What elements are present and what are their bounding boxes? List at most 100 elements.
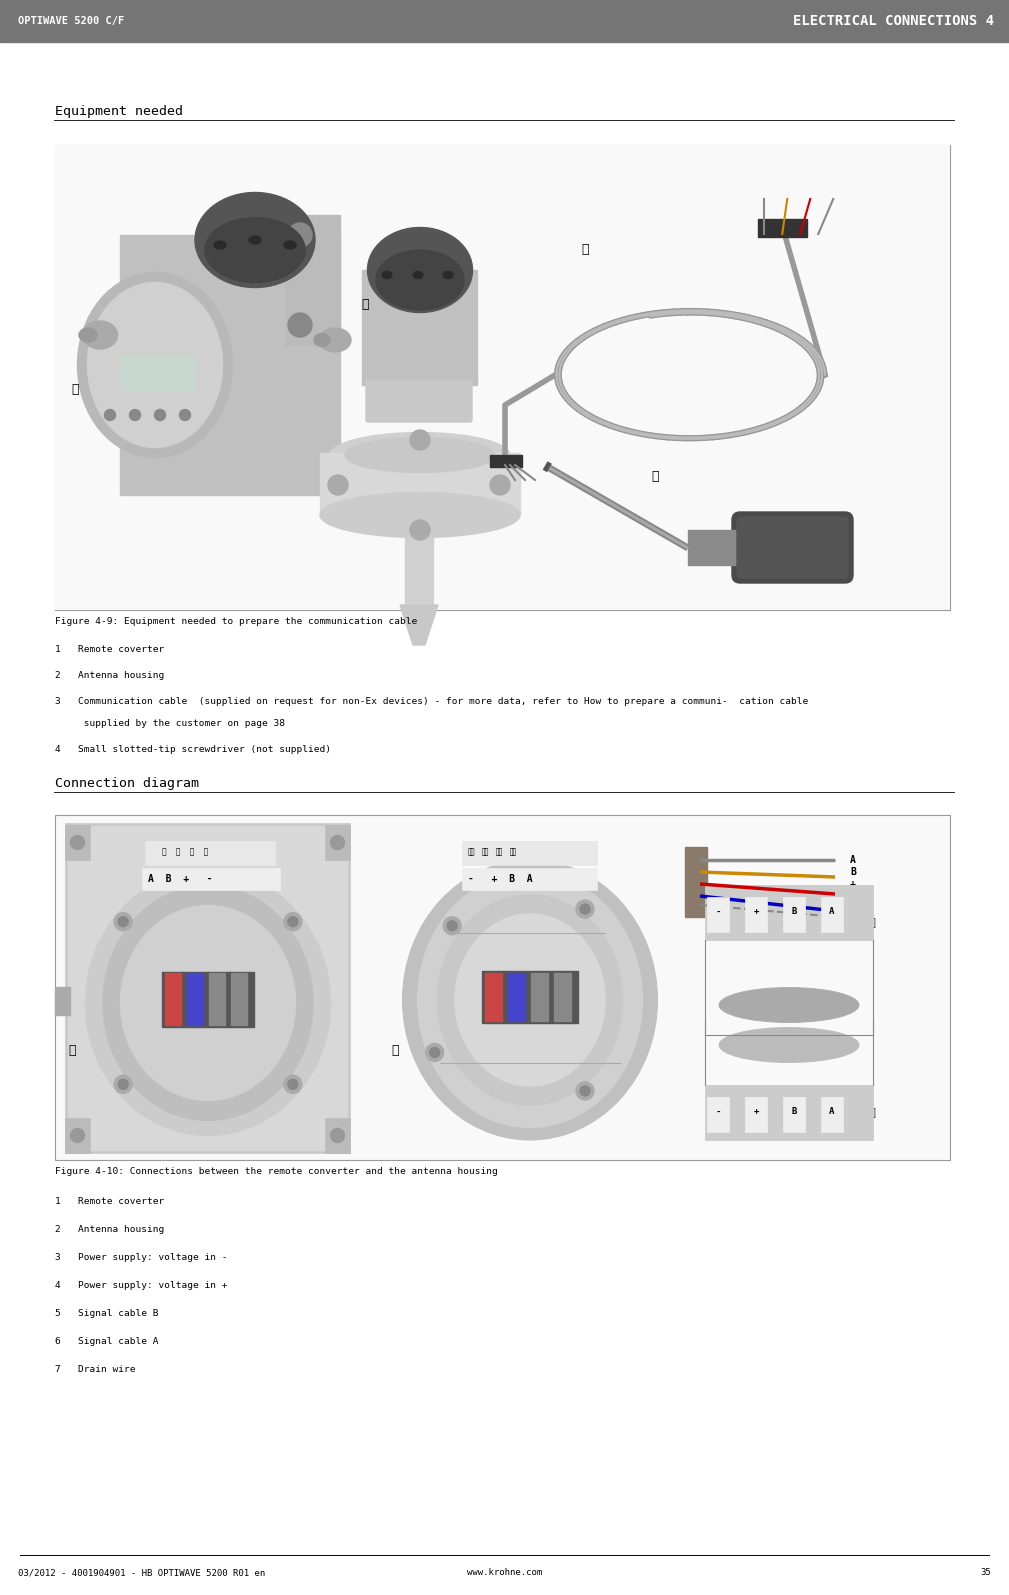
Bar — [688, 530, 743, 565]
Ellipse shape — [443, 271, 453, 279]
Text: 2   Antenna housing: 2 Antenna housing — [55, 671, 164, 679]
Text: ①: ① — [69, 1043, 76, 1056]
Text: B: B — [791, 1107, 797, 1116]
Bar — [758, 219, 807, 238]
Bar — [320, 453, 520, 515]
Bar — [745, 1097, 767, 1132]
Bar — [821, 896, 843, 931]
Text: ②: ② — [391, 1043, 399, 1056]
Bar — [120, 234, 340, 494]
Ellipse shape — [79, 329, 97, 341]
Circle shape — [118, 917, 128, 927]
Bar — [462, 841, 597, 864]
Text: 3   Communication cable  (supplied on request for non-Ex devices) - for more dat: 3 Communication cable (supplied on reque… — [55, 697, 808, 707]
Bar — [231, 973, 247, 1026]
Bar — [55, 145, 950, 609]
Ellipse shape — [103, 885, 313, 1121]
Text: ⑥  ⑤  ④  ③: ⑥ ⑤ ④ ③ — [162, 847, 208, 857]
Text: A: A — [829, 908, 834, 917]
Bar — [783, 1097, 805, 1132]
Ellipse shape — [403, 860, 658, 1140]
Circle shape — [154, 410, 165, 421]
Circle shape — [331, 836, 344, 850]
Text: ①: ① — [72, 383, 79, 397]
Ellipse shape — [195, 193, 315, 287]
Ellipse shape — [330, 432, 510, 477]
Circle shape — [118, 1080, 128, 1089]
Text: 4   Small slotted-tip screwdriver (not supplied): 4 Small slotted-tip screwdriver (not sup… — [55, 745, 331, 754]
Polygon shape — [400, 605, 438, 644]
Circle shape — [490, 475, 510, 494]
Text: B: B — [791, 908, 797, 917]
Bar — [554, 973, 571, 1021]
Circle shape — [114, 912, 132, 931]
Text: A: A — [829, 1107, 834, 1116]
Ellipse shape — [86, 871, 331, 1136]
Text: 35: 35 — [981, 1568, 991, 1577]
Text: 03/2012 - 4001904901 - HB OPTIWAVE 5200 R01 en: 03/2012 - 4001904901 - HB OPTIWAVE 5200 … — [18, 1568, 265, 1577]
Bar — [142, 868, 281, 890]
Ellipse shape — [438, 895, 623, 1105]
Ellipse shape — [284, 241, 296, 249]
Text: ELECTRICAL CONNECTIONS 4: ELECTRICAL CONNECTIONS 4 — [793, 14, 994, 29]
Text: www.krohne.com: www.krohne.com — [467, 1568, 542, 1577]
Circle shape — [71, 1129, 85, 1142]
Ellipse shape — [249, 236, 261, 244]
Bar — [362, 270, 477, 384]
Ellipse shape — [413, 271, 423, 279]
Bar — [325, 1118, 350, 1153]
Circle shape — [430, 1048, 440, 1057]
Circle shape — [410, 431, 430, 450]
Text: +: + — [754, 1107, 759, 1116]
Circle shape — [447, 920, 457, 931]
Text: Figure 4-10: Connections between the remote converter and the antenna housing: Figure 4-10: Connections between the rem… — [55, 1168, 497, 1176]
Ellipse shape — [455, 914, 605, 1086]
Text: 3   Power supply: voltage in -: 3 Power supply: voltage in - — [55, 1254, 227, 1262]
Bar — [120, 356, 195, 391]
Circle shape — [71, 836, 85, 850]
Text: supplied by the customer on page 38: supplied by the customer on page 38 — [55, 719, 285, 727]
Bar — [65, 825, 90, 860]
Bar — [783, 896, 805, 931]
Bar — [707, 1097, 728, 1132]
Text: 2   Antenna housing: 2 Antenna housing — [55, 1225, 164, 1235]
Bar — [821, 1097, 843, 1132]
Bar — [685, 847, 707, 917]
Bar — [705, 1085, 873, 1140]
Text: -: - — [715, 1107, 720, 1116]
Bar — [209, 973, 225, 1026]
Bar — [285, 215, 340, 345]
Bar — [55, 987, 70, 1014]
Text: 4   Power supply: voltage in +: 4 Power supply: voltage in + — [55, 1281, 227, 1290]
Ellipse shape — [719, 1027, 859, 1062]
Circle shape — [331, 1129, 344, 1142]
Text: ⑦: ⑦ — [868, 919, 875, 928]
Text: -: - — [850, 892, 856, 901]
Text: 1   Remote coverter: 1 Remote coverter — [55, 644, 164, 654]
Ellipse shape — [120, 906, 296, 1101]
FancyBboxPatch shape — [366, 380, 472, 423]
Ellipse shape — [345, 437, 495, 472]
Circle shape — [105, 410, 115, 421]
Circle shape — [288, 1080, 298, 1089]
Text: 6   Signal cable A: 6 Signal cable A — [55, 1337, 158, 1346]
Text: -: - — [715, 908, 720, 917]
Text: OPTIWAVE 5200 C/F: OPTIWAVE 5200 C/F — [18, 16, 124, 26]
Ellipse shape — [83, 321, 117, 349]
Text: Figure 4-9: Equipment needed to prepare the communication cable: Figure 4-9: Equipment needed to prepare … — [55, 617, 418, 625]
Text: B: B — [850, 868, 856, 877]
Bar — [508, 973, 525, 1021]
Ellipse shape — [320, 493, 520, 538]
Text: 5   Signal cable B: 5 Signal cable B — [55, 1309, 158, 1317]
Circle shape — [114, 1075, 132, 1093]
Text: ③  ④  ⑤  ⑥: ③ ④ ⑤ ⑥ — [470, 847, 517, 857]
Circle shape — [576, 900, 594, 919]
Circle shape — [443, 917, 461, 935]
Text: A  B  +   -: A B + - — [148, 874, 213, 884]
Bar — [55, 815, 950, 1160]
Circle shape — [580, 904, 590, 914]
Circle shape — [410, 520, 430, 541]
Text: ④: ④ — [651, 471, 659, 483]
Ellipse shape — [367, 228, 472, 313]
FancyBboxPatch shape — [737, 517, 848, 577]
